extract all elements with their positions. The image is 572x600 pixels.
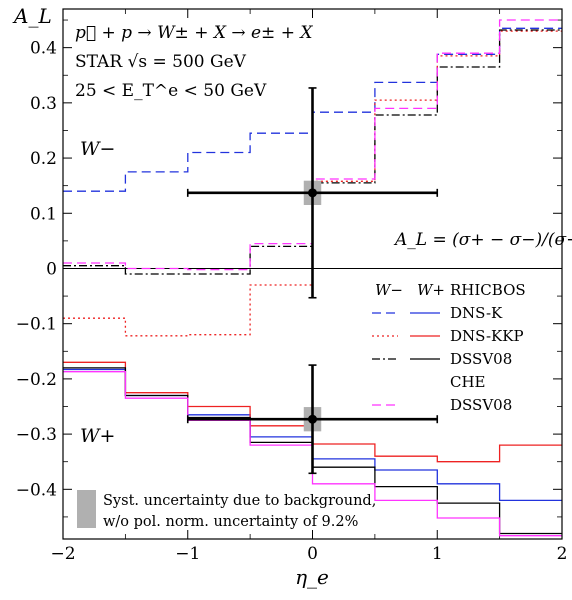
asymmetry-formula: A_L = (σ+ − σ−)/(σ+ + σ−) <box>393 230 572 250</box>
cut-label: 25 < E_T^e < 50 GeV <box>75 81 267 101</box>
series-w-minus-rhicbos <box>63 27 562 192</box>
y-tick-label: 0.4 <box>30 39 57 59</box>
x-tick-label: −1 <box>175 544 200 564</box>
y-tick-label: 0 <box>46 259 57 279</box>
legend: W− W+ RHICBOS DNS-K DNS-KKP DSSV08 CHE D… <box>372 281 526 414</box>
y-tick-label: −0.2 <box>16 370 57 390</box>
legend-label-che: CHE <box>450 373 486 391</box>
w-minus-label: W− <box>80 138 115 160</box>
legend-label-dssv08: DSSV08 <box>450 350 512 368</box>
data-point-w-minus <box>308 188 317 198</box>
process-label: p⃗ + p → W± + X → e± + X <box>75 23 313 43</box>
y-tick-label: 0.1 <box>30 204 57 224</box>
w-plus-label: W+ <box>80 425 115 447</box>
y-tick-label: −0.4 <box>16 480 57 500</box>
y-tick-label: −0.3 <box>16 425 57 445</box>
y-tick-label: −0.1 <box>16 315 57 335</box>
y-tick-label: 0.2 <box>30 149 57 169</box>
data-points <box>186 87 439 475</box>
y-axis-title: A_L <box>12 4 52 28</box>
legend-label-dns-k: DNS-K <box>450 304 503 322</box>
legend-label-rhicbos: RHICBOS <box>450 281 526 299</box>
x-axis-title: η_e <box>295 565 329 589</box>
syst-note-line1: Syst. uncertainty due to background, <box>103 493 376 509</box>
x-tick-label: 1 <box>432 544 443 564</box>
x-tick-label: 2 <box>557 544 568 564</box>
x-tick-label: 0 <box>307 544 318 564</box>
y-tick-label: 0.3 <box>30 94 57 114</box>
data-point-w-plus <box>308 414 317 424</box>
x-tick-label: −2 <box>50 544 75 564</box>
syst-uncertainty-swatch <box>77 490 96 528</box>
legend-header-w-minus: W− <box>375 281 403 299</box>
plot-frame <box>62 8 563 540</box>
legend-header-w-plus: W+ <box>417 281 445 299</box>
legend-label-dssv08-che: DSSV08 <box>450 396 512 414</box>
experiment-label: STAR √s = 500 GeV <box>75 52 247 72</box>
series-w-minus-dns-k <box>63 30 562 337</box>
syst-note-line2: w/o pol. norm. uncertainty of 9.2% <box>103 514 358 530</box>
legend-label-dns-kkp: DNS-KKP <box>450 327 524 345</box>
